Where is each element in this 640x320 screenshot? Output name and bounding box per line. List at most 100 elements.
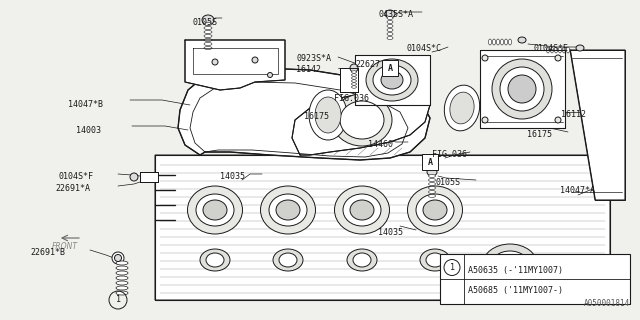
Polygon shape — [185, 40, 285, 90]
Ellipse shape — [366, 59, 418, 101]
Ellipse shape — [212, 59, 218, 65]
Text: 0104S*C: 0104S*C — [406, 44, 441, 53]
Text: 14047*A: 14047*A — [560, 186, 595, 195]
Ellipse shape — [420, 249, 450, 271]
Ellipse shape — [204, 27, 212, 29]
Ellipse shape — [493, 39, 495, 45]
Ellipse shape — [116, 291, 128, 295]
Ellipse shape — [188, 186, 243, 234]
Polygon shape — [178, 68, 430, 160]
Ellipse shape — [429, 190, 435, 194]
FancyBboxPatch shape — [422, 154, 438, 170]
Ellipse shape — [373, 65, 411, 95]
Ellipse shape — [204, 22, 212, 26]
Ellipse shape — [497, 39, 499, 45]
Ellipse shape — [343, 194, 381, 226]
Text: 14035: 14035 — [378, 228, 403, 237]
Ellipse shape — [563, 47, 566, 53]
Ellipse shape — [387, 33, 393, 36]
Ellipse shape — [204, 43, 212, 45]
Ellipse shape — [482, 117, 488, 123]
Ellipse shape — [351, 74, 356, 76]
Ellipse shape — [426, 253, 444, 267]
Ellipse shape — [559, 47, 561, 53]
Text: 0435S*A: 0435S*A — [378, 10, 413, 19]
Text: FRONT: FRONT — [52, 242, 78, 251]
Ellipse shape — [555, 55, 561, 61]
Ellipse shape — [488, 39, 492, 45]
Ellipse shape — [115, 254, 122, 261]
Ellipse shape — [429, 174, 435, 178]
Ellipse shape — [408, 186, 463, 234]
Ellipse shape — [429, 195, 435, 197]
Ellipse shape — [351, 71, 356, 73]
Ellipse shape — [491, 251, 529, 279]
Ellipse shape — [483, 244, 538, 286]
Ellipse shape — [566, 47, 570, 53]
Ellipse shape — [500, 67, 544, 111]
Text: 22691*A: 22691*A — [55, 184, 90, 193]
Ellipse shape — [387, 36, 393, 39]
Ellipse shape — [347, 249, 377, 271]
Text: 1: 1 — [115, 295, 120, 305]
Ellipse shape — [315, 97, 341, 133]
Ellipse shape — [429, 187, 435, 189]
Ellipse shape — [518, 37, 526, 43]
Text: 0923S*A: 0923S*A — [296, 54, 331, 63]
Text: 16112: 16112 — [561, 110, 586, 119]
Text: 0105S: 0105S — [192, 18, 217, 27]
Text: A50685 ('11MY1007-): A50685 ('11MY1007-) — [468, 286, 563, 295]
Ellipse shape — [279, 253, 297, 267]
Text: 22627: 22627 — [355, 60, 380, 69]
Ellipse shape — [200, 249, 230, 271]
Ellipse shape — [508, 75, 536, 103]
Ellipse shape — [554, 47, 557, 53]
Text: 0104S*E: 0104S*E — [533, 44, 568, 53]
Text: 16175: 16175 — [527, 130, 552, 139]
Ellipse shape — [309, 90, 347, 140]
Polygon shape — [570, 50, 625, 200]
Polygon shape — [355, 55, 430, 105]
Ellipse shape — [332, 94, 392, 146]
Bar — [440, 254, 630, 304]
Ellipse shape — [350, 200, 374, 220]
Ellipse shape — [387, 20, 393, 23]
Ellipse shape — [204, 30, 212, 34]
Ellipse shape — [387, 25, 393, 28]
Text: 14047*B: 14047*B — [68, 100, 103, 109]
Ellipse shape — [429, 179, 435, 181]
Ellipse shape — [429, 182, 435, 186]
Ellipse shape — [351, 86, 356, 88]
Ellipse shape — [492, 59, 552, 119]
Ellipse shape — [202, 15, 214, 25]
Ellipse shape — [381, 71, 403, 89]
Polygon shape — [480, 50, 565, 128]
Text: 0104S*F: 0104S*F — [58, 172, 93, 181]
Ellipse shape — [351, 80, 356, 82]
Ellipse shape — [576, 45, 584, 51]
Ellipse shape — [500, 39, 504, 45]
Text: 14035: 14035 — [220, 172, 245, 181]
Ellipse shape — [550, 47, 554, 53]
Ellipse shape — [547, 47, 550, 53]
Ellipse shape — [260, 186, 316, 234]
Ellipse shape — [335, 186, 390, 234]
Text: 14460: 14460 — [368, 140, 393, 149]
Ellipse shape — [204, 38, 212, 42]
Text: 1: 1 — [449, 263, 454, 272]
Polygon shape — [140, 172, 158, 182]
Text: 22691*B: 22691*B — [30, 248, 65, 257]
Text: 16175: 16175 — [304, 112, 329, 121]
Ellipse shape — [450, 92, 474, 124]
Ellipse shape — [350, 64, 358, 72]
Ellipse shape — [116, 276, 128, 280]
Ellipse shape — [273, 249, 303, 271]
Ellipse shape — [444, 85, 480, 131]
Polygon shape — [292, 88, 430, 155]
Text: A50635 (-'11MY1007): A50635 (-'11MY1007) — [468, 266, 563, 275]
Text: A050001814: A050001814 — [584, 299, 630, 308]
Ellipse shape — [385, 10, 395, 18]
Ellipse shape — [340, 101, 384, 139]
Text: FIG.036: FIG.036 — [334, 94, 369, 103]
Ellipse shape — [509, 39, 511, 45]
